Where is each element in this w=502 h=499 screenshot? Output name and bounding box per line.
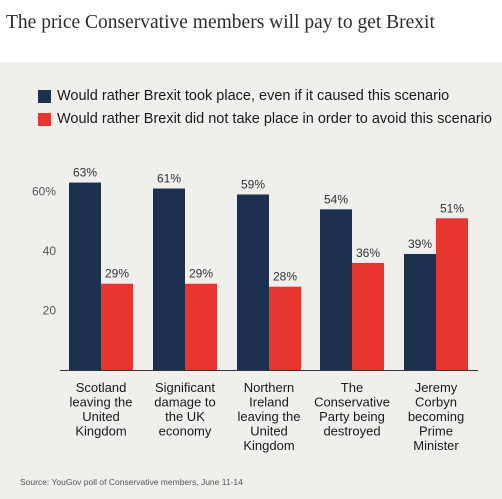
bar-value-label: 29% <box>105 267 129 281</box>
y-tick-label: 40 <box>43 244 57 258</box>
category-label: The Conservative Party being destroyed <box>314 380 390 439</box>
bar-took-place <box>153 188 185 370</box>
bar-value-label: 54% <box>324 192 348 206</box>
bar-took-place <box>69 182 101 370</box>
bar-value-label: 29% <box>189 267 213 281</box>
chart-panel: Would rather Brexit took place, even if … <box>0 62 502 499</box>
legend-item-not-take-place: Would rather Brexit did not take place i… <box>38 109 492 129</box>
bar-value-label: 36% <box>356 246 380 260</box>
bar-value-label: 39% <box>408 237 432 251</box>
y-tick-label: 20 <box>43 304 57 318</box>
source-note: Source: YouGov poll of Conservative memb… <box>20 477 243 487</box>
bar-took-place <box>404 253 436 370</box>
bar-chart: 20 40 60% 63% 61% 59% 54% 39% 29% 29% 28% 36% 51% Sco… <box>32 166 478 453</box>
bar-value-label: 51% <box>440 201 464 215</box>
legend-label-took-place: Would rather Brexit took place, even if … <box>57 88 450 104</box>
bar-not-take-place <box>436 218 468 370</box>
bar-value-label: 28% <box>273 270 297 284</box>
legend-label-not-take-place: Would rather Brexit did not take place i… <box>57 111 492 127</box>
bar-not-take-place <box>269 286 301 370</box>
legend: Would rather Brexit took place, even if … <box>38 86 492 132</box>
bar-took-place <box>320 209 352 370</box>
category-label: Significant damage to the UK economy <box>154 380 215 439</box>
bar-not-take-place <box>101 283 133 370</box>
legend-swatch-took-place <box>38 89 51 103</box>
category-label: Northern Ireland leaving the United Kingdom <box>238 380 301 453</box>
y-tick-label: 60% <box>32 185 56 199</box>
legend-swatch-not-take-place <box>38 112 51 126</box>
bar-value-label: 59% <box>241 177 265 191</box>
bar-not-take-place <box>185 283 217 370</box>
category-label: Jeremy Corbyn becoming Prime Minister <box>408 380 464 453</box>
chart-headline: The price Conservative members will pay … <box>6 12 435 33</box>
bar-not-take-place <box>352 262 384 370</box>
bar-took-place <box>237 194 269 370</box>
bar-value-label: 63% <box>73 166 97 180</box>
bar-value-label: 61% <box>157 172 181 186</box>
category-label: Scotland leaving the United Kingdom <box>70 380 133 439</box>
legend-item-took-place: Would rather Brexit took place, even if … <box>38 86 492 106</box>
